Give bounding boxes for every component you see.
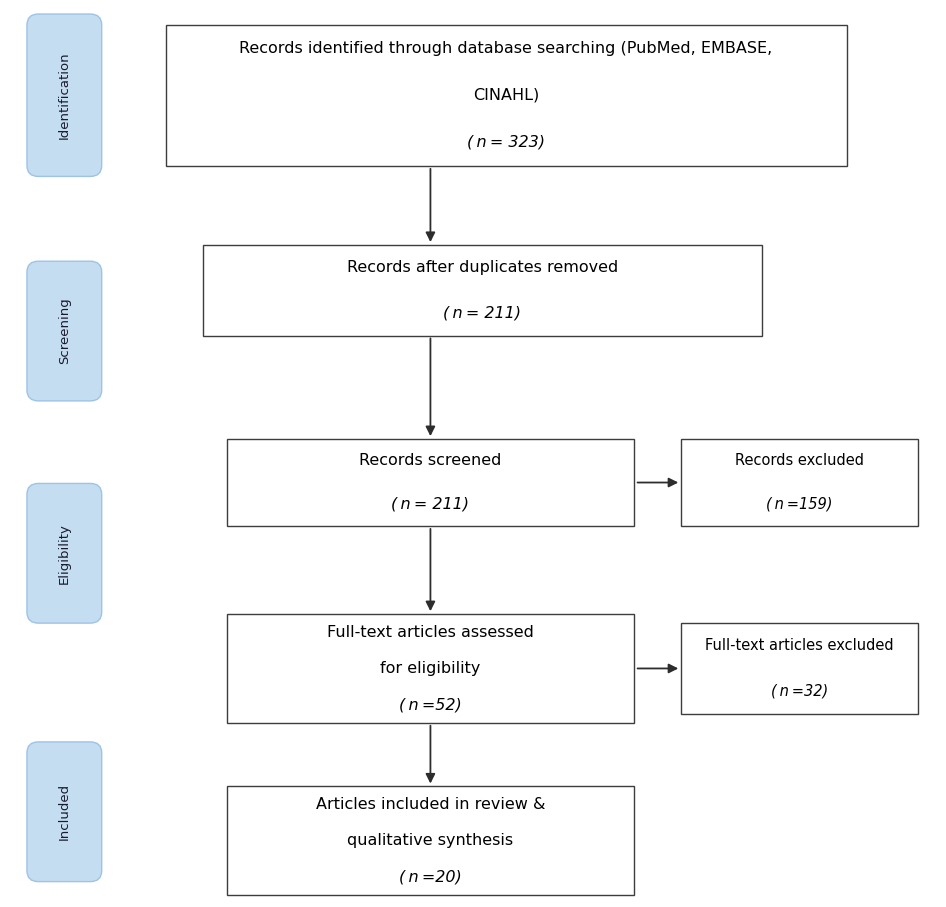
Bar (227, 786, 634, 895)
Text: Full-text articles excluded: Full-text articles excluded (705, 639, 894, 653)
Bar (227, 439, 634, 525)
Bar (203, 245, 762, 336)
Text: ( n =159): ( n =159) (766, 496, 832, 512)
Text: Records after duplicates removed: Records after duplicates removed (347, 260, 618, 275)
Text: Records screened: Records screened (359, 454, 501, 469)
Bar (681, 623, 918, 714)
FancyBboxPatch shape (27, 742, 102, 882)
Text: Records excluded: Records excluded (735, 454, 864, 469)
Text: Full-text articles assessed: Full-text articles assessed (327, 625, 534, 639)
Text: ( n =32): ( n =32) (771, 684, 828, 698)
Text: ( n = 323): ( n = 323) (467, 134, 545, 150)
Text: Screening: Screening (58, 297, 71, 365)
Bar (166, 24, 847, 165)
FancyBboxPatch shape (27, 261, 102, 401)
Bar (227, 614, 634, 723)
Text: ( n =52): ( n =52) (399, 697, 462, 712)
FancyBboxPatch shape (27, 483, 102, 623)
FancyBboxPatch shape (27, 15, 102, 176)
Text: Included: Included (58, 784, 71, 840)
Text: qualitative synthesis: qualitative synthesis (347, 834, 514, 848)
Text: ( n = 211): ( n = 211) (444, 306, 521, 320)
Text: Eligibility: Eligibility (58, 522, 71, 584)
Text: CINAHL): CINAHL) (473, 88, 539, 102)
Text: ( n = 211): ( n = 211) (392, 496, 469, 512)
Text: Articles included in review &: Articles included in review & (316, 797, 545, 812)
Text: for eligibility: for eligibility (380, 661, 481, 676)
Text: Records identified through database searching (PubMed, EMBASE,: Records identified through database sear… (239, 41, 773, 56)
Text: ( n =20): ( n =20) (399, 870, 462, 884)
Bar (681, 439, 918, 525)
Text: Identification: Identification (58, 52, 71, 139)
